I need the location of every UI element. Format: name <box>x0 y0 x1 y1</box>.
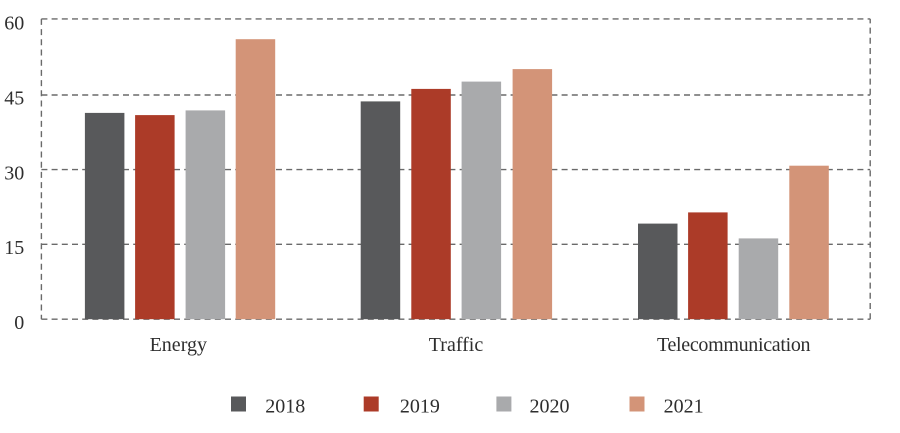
svg-text:Telecommunication: Telecommunication <box>657 334 811 356</box>
svg-text:15: 15 <box>4 237 24 259</box>
svg-text:Energy: Energy <box>150 334 207 356</box>
svg-text:60: 60 <box>4 13 24 35</box>
svg-text:2020: 2020 <box>530 396 570 418</box>
svg-text:2019: 2019 <box>400 396 440 418</box>
svg-text:45: 45 <box>4 87 24 109</box>
svg-text:2021: 2021 <box>664 396 704 418</box>
svg-text:0: 0 <box>14 312 24 334</box>
svg-text:Traffic: Traffic <box>429 334 484 356</box>
svg-text:30: 30 <box>4 162 24 184</box>
svg-text:2018: 2018 <box>265 396 305 418</box>
